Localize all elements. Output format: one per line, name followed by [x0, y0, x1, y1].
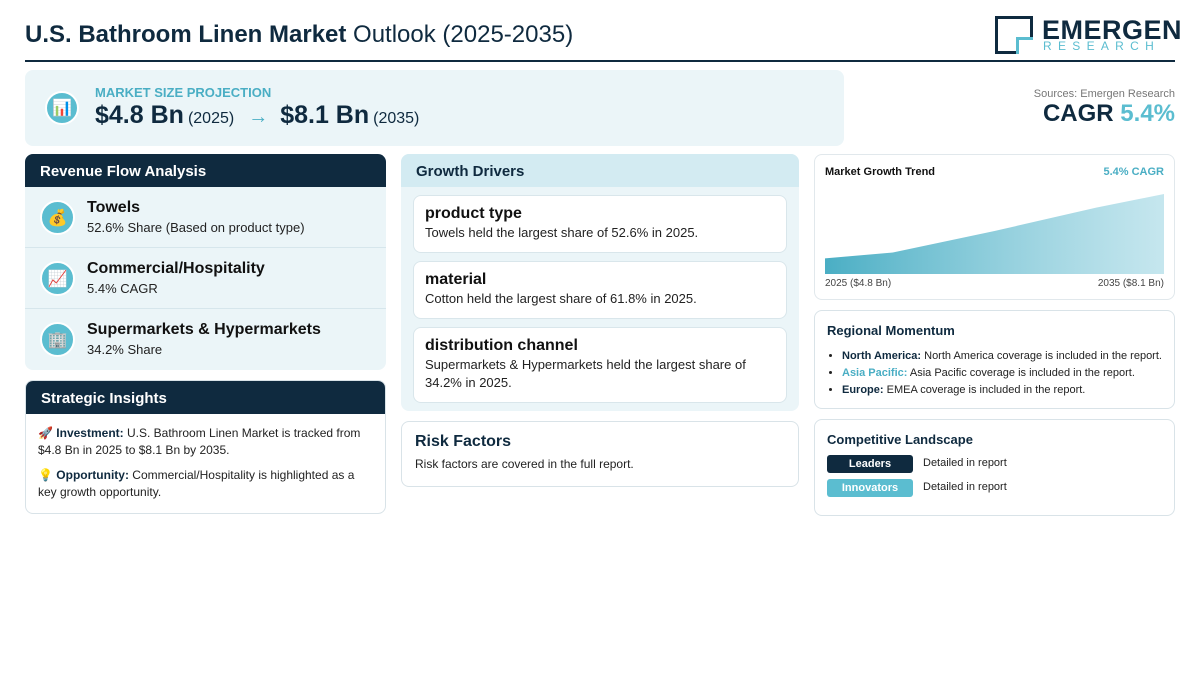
revenue-item-title: Towels	[87, 199, 141, 216]
driver-card: material Cotton held the largest share o…	[413, 261, 787, 319]
chart-title: Market Growth Trend	[825, 166, 936, 178]
revenue-item-subtitle: 34.2% Share	[87, 342, 163, 357]
strategic-insights-panel: Strategic Insights 🚀 Investment: U.S. Ba…	[25, 380, 386, 514]
opportunity-label: Opportunity:	[56, 468, 129, 482]
competitive-row-text: Detailed in report	[923, 481, 1007, 493]
page-title-bold: U.S. Bathroom Linen Market	[25, 21, 347, 48]
region-label: Asia Pacific:	[842, 367, 908, 379]
growth-area-series	[825, 194, 1164, 274]
revenue-item: 📈 Commercial/Hospitality 5.4% CAGR	[25, 248, 386, 309]
driver-title: distribution channel	[425, 337, 578, 354]
revenue-flow-panel: Revenue Flow Analysis 💰 Towels 52.6% Sha…	[25, 154, 386, 370]
region-label: Europe:	[842, 384, 884, 396]
emergen-logo: EMERGEN RESEARCH	[995, 14, 1182, 56]
money-bag-icon: 💰	[40, 200, 75, 235]
projection-label: MARKET SIZE PROJECTION	[95, 85, 272, 100]
competitive-landscape-panel: Competitive Landscape Leaders Detailed i…	[814, 419, 1175, 516]
page-title-rest: Outlook (2025-2035)	[346, 21, 574, 48]
page-header: U.S. Bathroom Linen Market Outlook (2025…	[25, 12, 1182, 62]
driver-text: Cotton held the largest share of 61.8% i…	[425, 291, 697, 306]
driver-text: Supermarkets & Hypermarkets held the lar…	[425, 357, 746, 390]
lightbulb-icon: 💡	[38, 468, 53, 482]
growth-drivers-panel: Growth Drivers product type Towels held …	[401, 154, 799, 411]
revenue-flow-title: Revenue Flow Analysis	[25, 154, 386, 187]
cagr-headline: CAGR 5.4%	[1043, 100, 1175, 128]
regional-momentum-panel: Regional Momentum North America: North A…	[814, 310, 1175, 409]
regional-momentum-title: Regional Momentum	[827, 323, 955, 338]
competitive-row-text: Detailed in report	[923, 457, 1007, 469]
strategic-insights-body: 🚀 Investment: U.S. Bathroom Linen Market…	[26, 414, 385, 501]
chart-start-label: 2025 ($4.8 Bn)	[825, 278, 892, 289]
revenue-item-title: Supermarkets & Hypermarkets	[87, 321, 321, 338]
innovators-badge: Innovators	[827, 479, 913, 497]
region-list: North America: North America coverage is…	[827, 348, 1162, 399]
investment-insight: 🚀 Investment: U.S. Bathroom Linen Market…	[38, 425, 373, 459]
trend-chart-icon: 📈	[40, 261, 75, 296]
logo-mark-icon	[995, 16, 1033, 54]
revenue-item-subtitle: 52.6% Share (Based on product type)	[87, 220, 305, 235]
building-icon: 🏢	[40, 322, 75, 357]
leaders-badge: Leaders	[827, 455, 913, 473]
market-size-projection: 📊 MARKET SIZE PROJECTION $4.8 Bn (2025) → $…	[25, 70, 844, 146]
sources-note: Sources: Emergen Research	[1033, 88, 1175, 100]
rocket-icon: 🚀	[38, 426, 53, 440]
risk-factors-text: Risk factors are covered in the full rep…	[415, 457, 634, 471]
region-text: EMEA coverage is included in the report.	[883, 384, 1086, 396]
strategic-insights-title: Strategic Insights	[26, 381, 385, 414]
region-text: Asia Pacific coverage is included in the…	[907, 367, 1135, 379]
revenue-item: 💰 Towels 52.6% Share (Based on product t…	[25, 187, 386, 248]
right-arrow-icon: →	[248, 106, 269, 128]
logo-sub-text: RESEARCH	[1043, 39, 1161, 53]
bar-chart-icon: 📊	[45, 91, 79, 125]
driver-card: distribution channel Supermarkets & Hype…	[413, 327, 787, 403]
cagr-label: CAGR	[1042, 100, 1121, 127]
driver-text: Towels held the largest share of 52.6% i…	[425, 225, 699, 240]
region-item: Europe: EMEA coverage is included in the…	[842, 382, 1162, 399]
projection-values: $4.8 Bn (2025) → $8.1 Bn (2035)	[95, 101, 419, 130]
market-growth-trend-card: Market Growth Trend 5.4% CAGR 2025 ($4.8…	[814, 154, 1175, 300]
region-text: North America coverage is included in th…	[921, 350, 1162, 362]
page-title: U.S. Bathroom Linen Market Outlook (2025…	[25, 21, 573, 49]
growth-drivers-title: Growth Drivers	[401, 154, 799, 187]
driver-title: material	[425, 271, 487, 288]
investment-text: U.S. Bathroom Linen Market is tracked fr…	[38, 426, 361, 457]
projection-start-value: $4.8 Bn	[95, 101, 184, 129]
projection-end-value: $8.1 Bn	[280, 101, 370, 129]
revenue-item-title: Commercial/Hospitality	[87, 260, 265, 277]
projection-end-year: (2035)	[373, 110, 420, 127]
region-item: Asia Pacific: Asia Pacific coverage is i…	[842, 365, 1162, 382]
region-item: North America: North America coverage is…	[842, 348, 1162, 365]
growth-area-chart	[825, 194, 1164, 274]
revenue-item: 🏢 Supermarkets & Hypermarkets 34.2% Shar…	[25, 309, 386, 370]
opportunity-text: Commercial/Hospitality is highlighted as…	[38, 468, 355, 499]
logo-main-text: EMERGEN	[1042, 15, 1183, 45]
chart-end-label: 2035 ($8.1 Bn)	[1097, 278, 1164, 289]
risk-factors-panel: Risk Factors Risk factors are covered in…	[401, 421, 799, 487]
region-label: North America:	[842, 350, 922, 362]
driver-card: product type Towels held the largest sha…	[413, 195, 787, 253]
opportunity-insight: 💡 Opportunity: Commercial/Hospitality is…	[38, 467, 373, 501]
risk-factors-title: Risk Factors	[415, 433, 512, 450]
revenue-item-subtitle: 5.4% CAGR	[87, 281, 158, 296]
competitive-landscape-title: Competitive Landscape	[827, 432, 973, 447]
cagr-value: 5.4%	[1120, 100, 1175, 127]
projection-start-year: (2025)	[187, 110, 235, 127]
chart-cagr-label: 5.4% CAGR	[1103, 166, 1164, 178]
driver-title: product type	[425, 205, 522, 222]
investment-label: Investment:	[56, 426, 124, 440]
